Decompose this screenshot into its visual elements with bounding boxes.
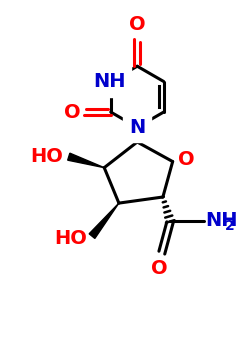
Text: O: O [178, 149, 194, 169]
Text: O: O [129, 15, 146, 34]
Text: O: O [151, 259, 168, 278]
Text: NH: NH [206, 211, 238, 230]
Text: O: O [64, 103, 80, 121]
Polygon shape [89, 203, 119, 238]
Text: HO: HO [54, 229, 87, 248]
Polygon shape [68, 153, 104, 168]
Text: N: N [129, 118, 145, 137]
Text: NH: NH [93, 72, 126, 91]
Text: 2: 2 [224, 219, 234, 233]
Text: HO: HO [30, 147, 63, 166]
